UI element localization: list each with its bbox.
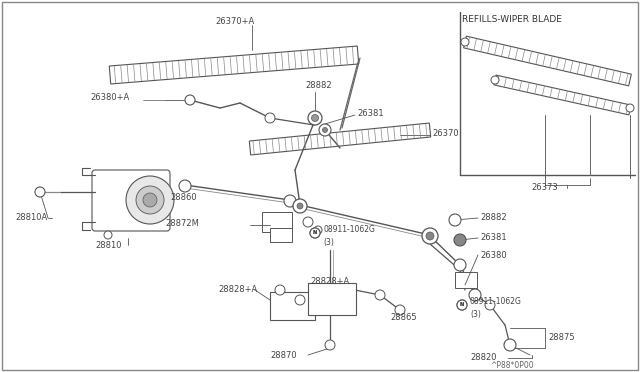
Text: 28882: 28882	[305, 80, 332, 90]
Text: 28828+A: 28828+A	[310, 278, 349, 286]
Circle shape	[136, 186, 164, 214]
Polygon shape	[463, 36, 631, 86]
Bar	[262, 212, 292, 232]
Text: 26381: 26381	[480, 232, 507, 241]
Circle shape	[297, 203, 303, 209]
Text: 28820: 28820	[470, 353, 497, 362]
Circle shape	[312, 115, 319, 122]
Circle shape	[308, 111, 322, 125]
Text: N: N	[460, 302, 464, 308]
Text: 26380+A: 26380+A	[90, 93, 129, 103]
Circle shape	[295, 295, 305, 305]
Circle shape	[104, 231, 112, 239]
Text: 28870: 28870	[270, 350, 296, 359]
Circle shape	[323, 128, 328, 132]
Circle shape	[126, 176, 174, 224]
Circle shape	[265, 113, 275, 123]
Bar	[270, 228, 292, 242]
Circle shape	[491, 76, 499, 84]
Circle shape	[143, 193, 157, 207]
Text: N: N	[313, 231, 317, 235]
Circle shape	[310, 228, 320, 238]
Bar	[455, 272, 477, 288]
Circle shape	[395, 305, 405, 315]
Circle shape	[426, 232, 434, 240]
Circle shape	[319, 124, 331, 136]
Circle shape	[457, 300, 467, 310]
Bar	[308, 283, 356, 315]
Circle shape	[485, 300, 495, 310]
Circle shape	[461, 38, 469, 46]
Circle shape	[185, 95, 195, 105]
Text: N: N	[460, 302, 464, 308]
FancyBboxPatch shape	[92, 170, 170, 231]
Circle shape	[454, 259, 466, 271]
Text: 28875: 28875	[548, 334, 575, 343]
Circle shape	[469, 289, 481, 301]
Text: (3): (3)	[470, 310, 481, 318]
Text: REFILLS-WIPER BLADE: REFILLS-WIPER BLADE	[462, 16, 562, 25]
Polygon shape	[494, 75, 631, 115]
Text: 26370+A: 26370+A	[215, 17, 254, 26]
Text: N: N	[313, 231, 317, 235]
Text: 26381: 26381	[357, 109, 383, 118]
Circle shape	[275, 285, 285, 295]
Bar	[270, 292, 315, 320]
Circle shape	[35, 187, 45, 197]
Circle shape	[325, 340, 335, 350]
Circle shape	[504, 339, 516, 351]
Text: 28865: 28865	[390, 314, 417, 323]
Text: 26380: 26380	[480, 250, 507, 260]
Circle shape	[457, 300, 467, 310]
Circle shape	[310, 228, 320, 238]
Circle shape	[303, 217, 313, 227]
Text: 26370: 26370	[432, 128, 459, 138]
Circle shape	[284, 195, 296, 207]
Circle shape	[449, 214, 461, 226]
Text: 08911-1062G: 08911-1062G	[470, 298, 522, 307]
Text: 28882: 28882	[480, 212, 507, 221]
Polygon shape	[250, 123, 431, 155]
Text: 28810A: 28810A	[15, 214, 47, 222]
Circle shape	[626, 104, 634, 112]
Text: (3): (3)	[323, 237, 334, 247]
Text: 28810: 28810	[95, 241, 122, 250]
Text: 28828+A: 28828+A	[218, 285, 257, 295]
Polygon shape	[109, 46, 359, 84]
Text: ^P88*0P00: ^P88*0P00	[490, 360, 534, 369]
Text: 28872M: 28872M	[165, 218, 199, 228]
Circle shape	[293, 199, 307, 213]
Text: 08911-1062G: 08911-1062G	[323, 225, 375, 234]
Text: 26373: 26373	[532, 183, 558, 192]
Circle shape	[454, 234, 466, 246]
Text: 28860: 28860	[170, 193, 196, 202]
Circle shape	[179, 180, 191, 192]
Circle shape	[375, 290, 385, 300]
Circle shape	[422, 228, 438, 244]
Circle shape	[314, 226, 322, 234]
